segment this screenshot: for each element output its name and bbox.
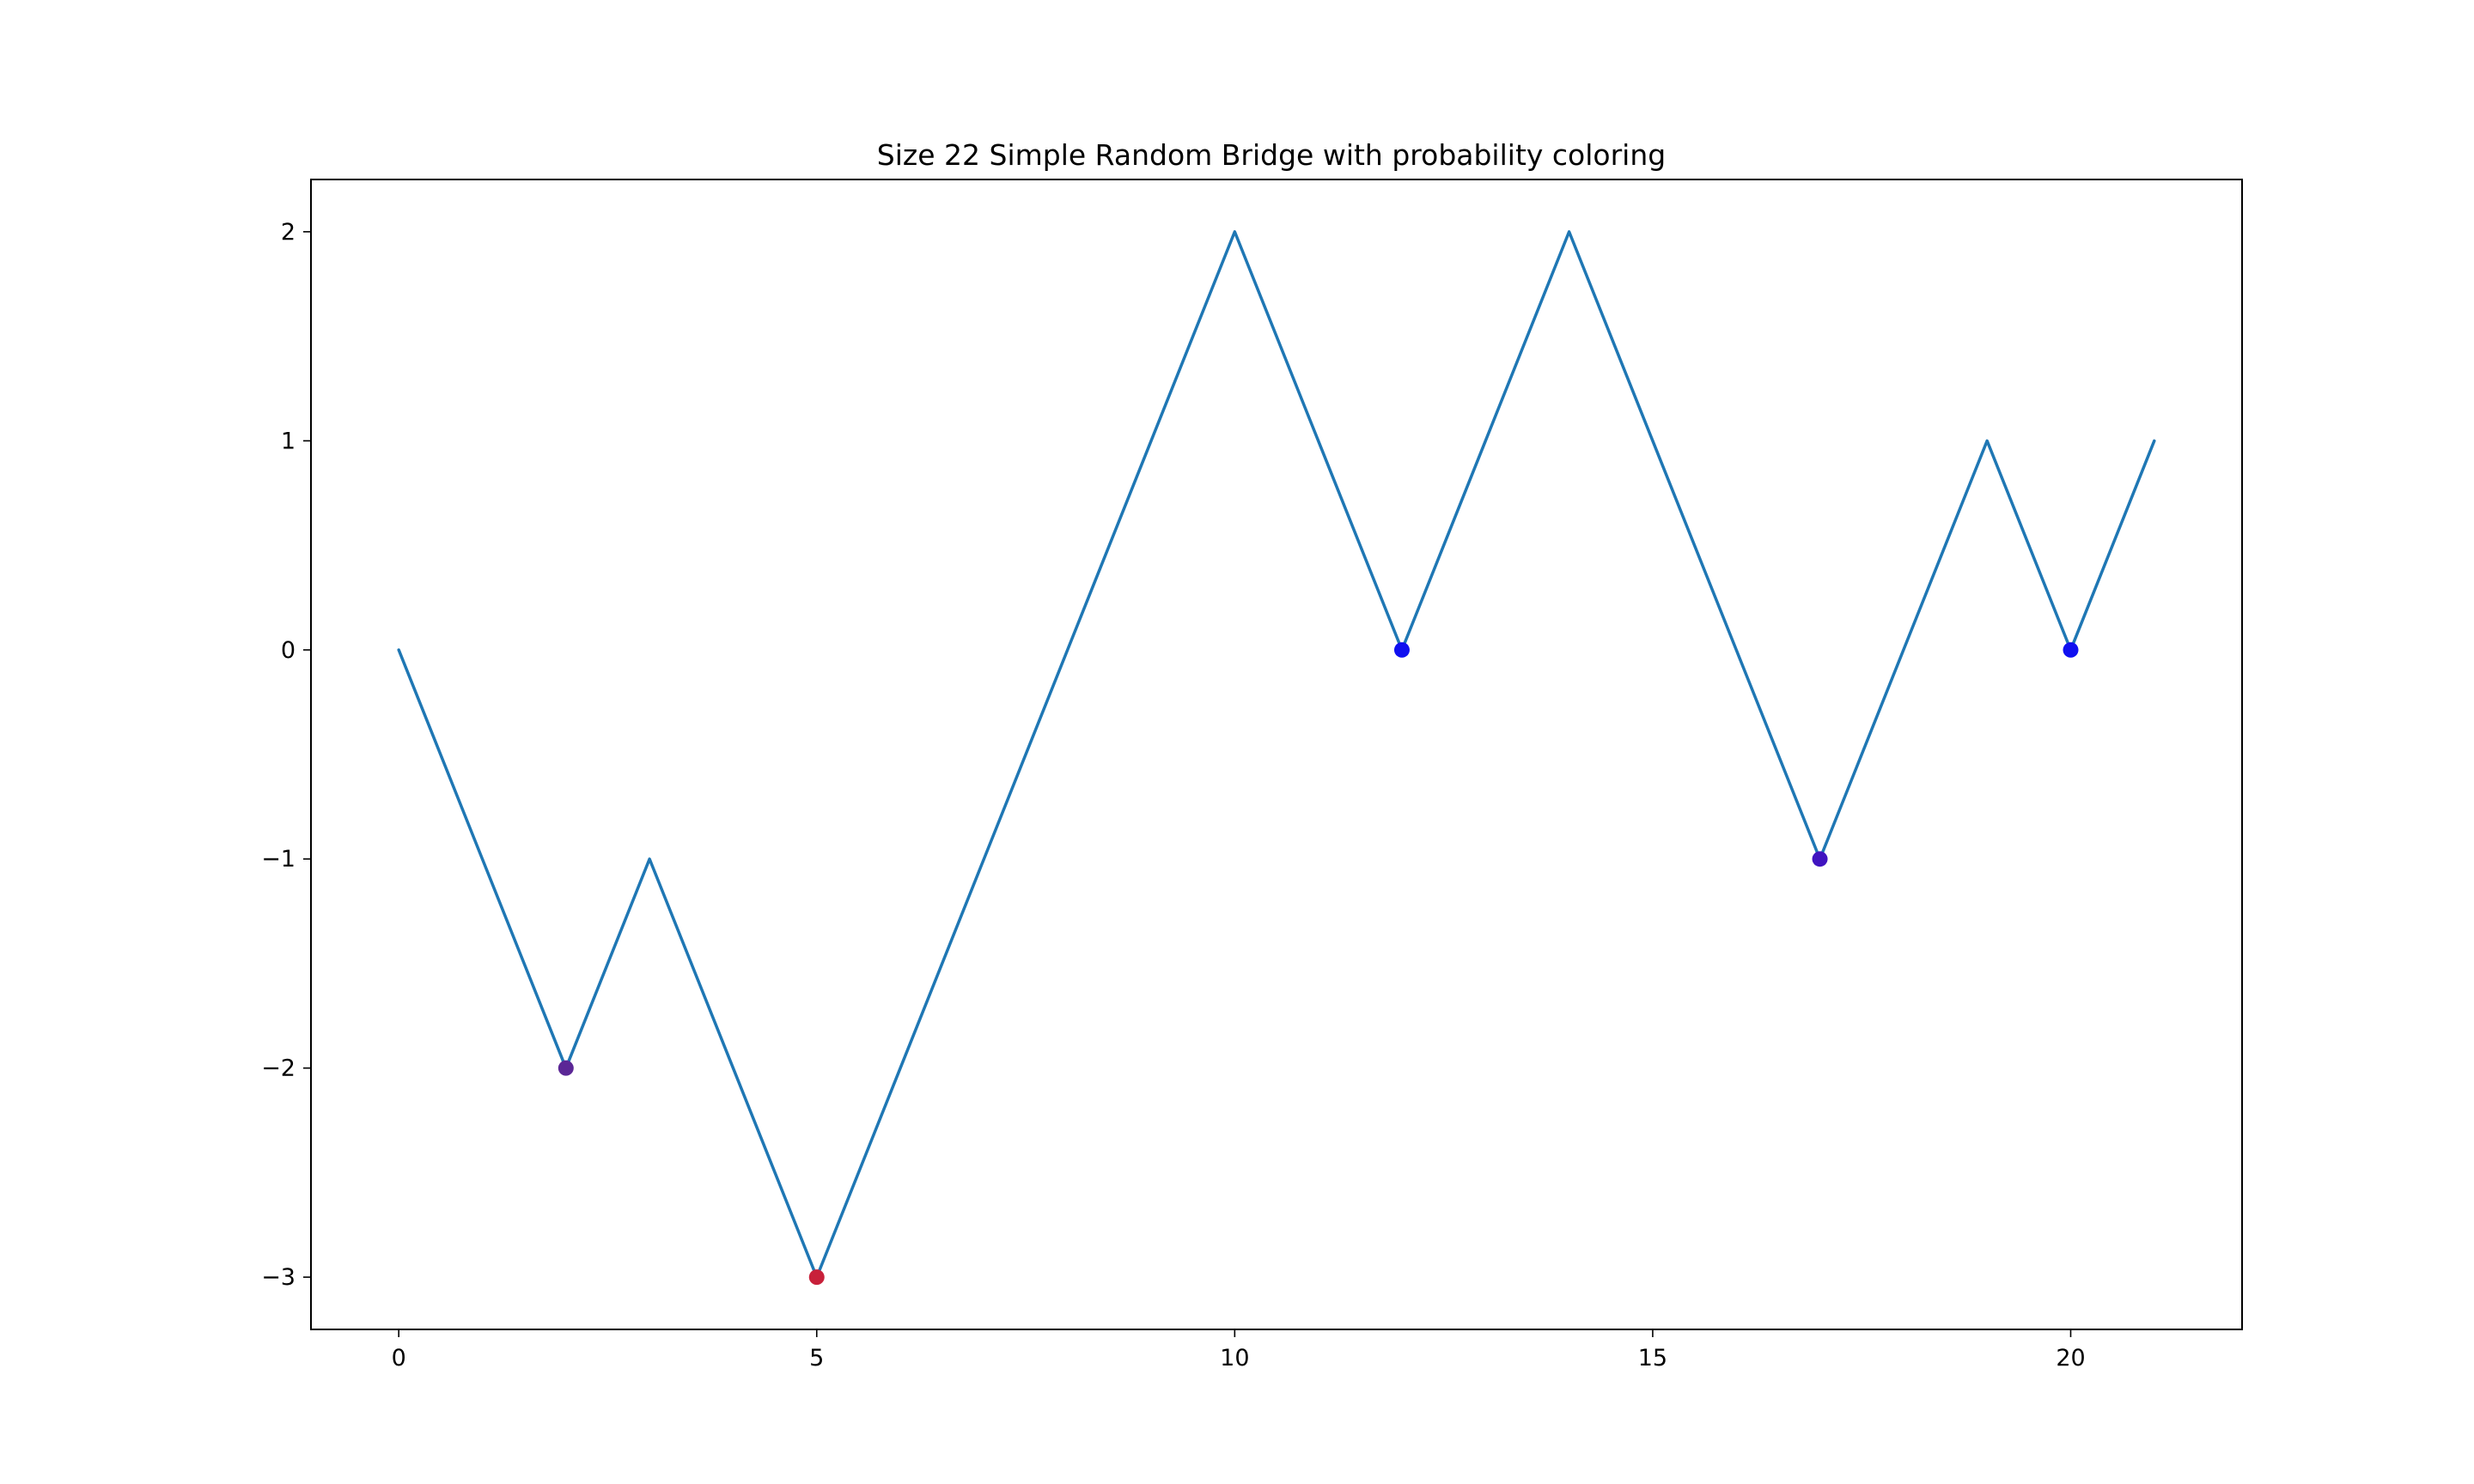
data-point — [808, 1269, 825, 1286]
data-point — [1393, 642, 1410, 658]
y-tick-label: 0 — [281, 637, 296, 664]
series-line — [397, 230, 2156, 1279]
y-tick-label: 2 — [281, 219, 296, 246]
x-tick-label: 15 — [1638, 1345, 1667, 1371]
y-tick-label: 1 — [281, 428, 296, 454]
data-point — [558, 1060, 574, 1076]
data-point — [1812, 851, 1828, 867]
y-tick-label: −1 — [261, 846, 296, 873]
y-tick-label: −3 — [261, 1264, 296, 1291]
chart-title: Size 22 Simple Random Bridge with probab… — [877, 138, 1666, 172]
plot-marks — [397, 230, 2156, 1286]
x-tick-label: 20 — [2056, 1345, 2085, 1371]
plot-frame — [310, 179, 2243, 1330]
data-point — [2063, 642, 2079, 658]
y-tick-label: −2 — [261, 1055, 296, 1082]
x-tick-label: 10 — [1220, 1345, 1249, 1371]
x-tick-label: 0 — [392, 1345, 406, 1371]
x-tick-label: 5 — [809, 1345, 824, 1371]
axis-ticks: 0 5 10 15 20 −3 −2 −1 0 1 2 — [261, 219, 2085, 1371]
